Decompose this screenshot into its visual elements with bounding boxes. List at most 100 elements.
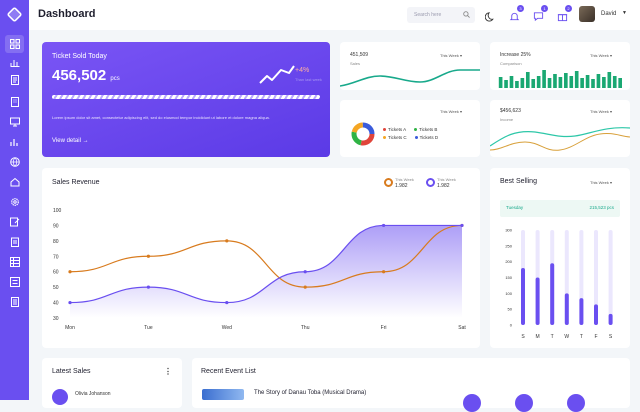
trend-up-icon [259,65,295,84]
best-y-tick: 200 [505,259,512,264]
sales-card: 451,509 Sales This Week ▾ [340,42,480,90]
best-bar[interactable] [608,313,613,325]
income-period-select[interactable]: This Week ▾ [590,109,612,114]
sidebar-item-table[interactable] [0,253,29,271]
app-logo[interactable] [6,6,23,23]
cart-button[interactable]: 2 [557,5,572,22]
best-bar[interactable] [564,293,569,325]
chevron-down-icon[interactable]: ▼ [622,10,627,16]
search-input[interactable]: Search here [407,7,475,23]
legend-purple-value: 1.982 [437,183,450,189]
data-point[interactable] [146,254,150,258]
event-item-title[interactable]: The Story of Danau Toba (Musical Drama) [254,390,367,396]
best-x-tick: S [609,334,613,340]
x-tick-label: Sat [458,325,466,331]
y-tick-label: 90 [53,223,59,229]
best-bar[interactable] [535,277,540,326]
tickets-doughnut [351,122,375,146]
x-tick-label: Wed [222,325,232,331]
sidebar-item-clipboard[interactable] [0,233,29,251]
sidebar-item-stats[interactable] [0,133,29,151]
increase-bar [574,71,579,88]
sidebar-item-analytics[interactable] [0,53,29,71]
increase-bar [564,73,568,88]
legend-marker-orange[interactable] [384,178,393,187]
notifications-button[interactable]: 3 [509,5,524,21]
messages-badge: 1 [541,5,548,12]
ticket-sold-title: Ticket Sold Today [52,53,107,60]
legend-marker-purple[interactable] [426,178,435,187]
tickets-legend: Tickets A Tickets B Tickets C Tickets D [383,127,453,140]
y-tick-label: 70 [53,254,59,260]
ticket-change-caption: Than last week [295,77,322,82]
sales-value: 451,509 [350,52,369,58]
increase-bar [509,76,514,88]
increase-bar-chart [498,70,622,88]
y-tick-label: 30 [53,316,59,322]
data-point[interactable] [460,223,464,228]
increase-bar [580,78,584,88]
legend-purple-label: This Week [437,177,456,182]
sidebar-item-reports[interactable] [0,293,29,311]
events-title: Recent Event List [201,368,256,375]
ticket-sold-unit: pcs [110,76,120,82]
best-selling-highlight-row: Tuesday 215,523 pcs [500,200,620,217]
sidebar-item-edit[interactable] [0,213,29,231]
sidebar-item-list[interactable] [0,273,29,291]
data-point[interactable] [303,270,307,274]
data-point[interactable] [225,239,229,243]
clipboard-icon [10,237,19,247]
increase-bar [591,79,595,88]
best-selling-title: Best Selling [500,178,537,185]
best-selling-period-select[interactable]: This Week ▾ [590,180,612,185]
view-detail-link[interactable]: View detail → [52,138,89,144]
event-stat-1 [463,394,481,412]
increase-bar [596,74,601,88]
best-bar[interactable] [550,263,555,325]
tickets-period-select[interactable]: This Week ▾ [440,109,462,114]
ticket-sold-number: 456,502 [52,67,107,84]
sidebar-item-invoice[interactable] [0,71,29,89]
increase-period-select[interactable]: This Week ▾ [590,53,612,58]
building-icon [10,97,19,107]
increase-bar [504,80,508,88]
arrow-right-icon: → [82,138,89,144]
best-bar[interactable] [521,268,525,325]
sales-period-select[interactable]: This Week ▾ [440,53,462,58]
data-point[interactable] [303,285,307,289]
increase-bar [542,70,546,88]
sidebar-item-globe[interactable] [0,153,29,171]
best-bar[interactable] [579,298,584,325]
data-point[interactable] [382,270,386,274]
sales-sparkline [340,69,480,87]
user-name[interactable]: David [601,11,617,17]
increase-label: Comparison [500,61,522,66]
income-period-label: This Week [590,109,609,114]
ticket-sold-card: Ticket Sold Today 456,502 pcs +4% Than l… [42,42,330,157]
data-point[interactable] [146,285,150,289]
sidebar-item-monitor[interactable] [0,113,29,131]
data-point[interactable] [68,270,72,274]
best-bar[interactable] [594,304,598,325]
increase-bar [536,76,541,88]
sidebar-item-home[interactable] [0,173,29,191]
sidebar-item-settings[interactable] [0,193,29,211]
best-y-tick: 0 [510,323,513,328]
messages-button[interactable]: 1 [533,5,548,22]
data-point[interactable] [68,300,72,305]
increase-period-label: This Week [590,53,609,58]
sidebar-item-dashboard[interactable] [0,35,29,53]
best-selling-card: Best Selling This Week ▾ Tuesday 215,523… [490,168,630,348]
event-thumbnail[interactable] [202,389,244,400]
legend-orange-label: This Week [395,177,414,182]
income-label: Income [500,117,514,122]
avatar[interactable] [579,6,595,22]
increase-bar [547,78,552,88]
data-point[interactable] [225,300,229,305]
sidebar-item-building[interactable] [0,93,29,111]
legend-tickets-c: Tickets C [383,135,407,140]
theme-toggle-button[interactable] [484,9,497,22]
best-x-tick: F [594,334,597,340]
data-point[interactable] [382,223,386,228]
more-options-icon[interactable]: ⋮ [164,367,172,376]
